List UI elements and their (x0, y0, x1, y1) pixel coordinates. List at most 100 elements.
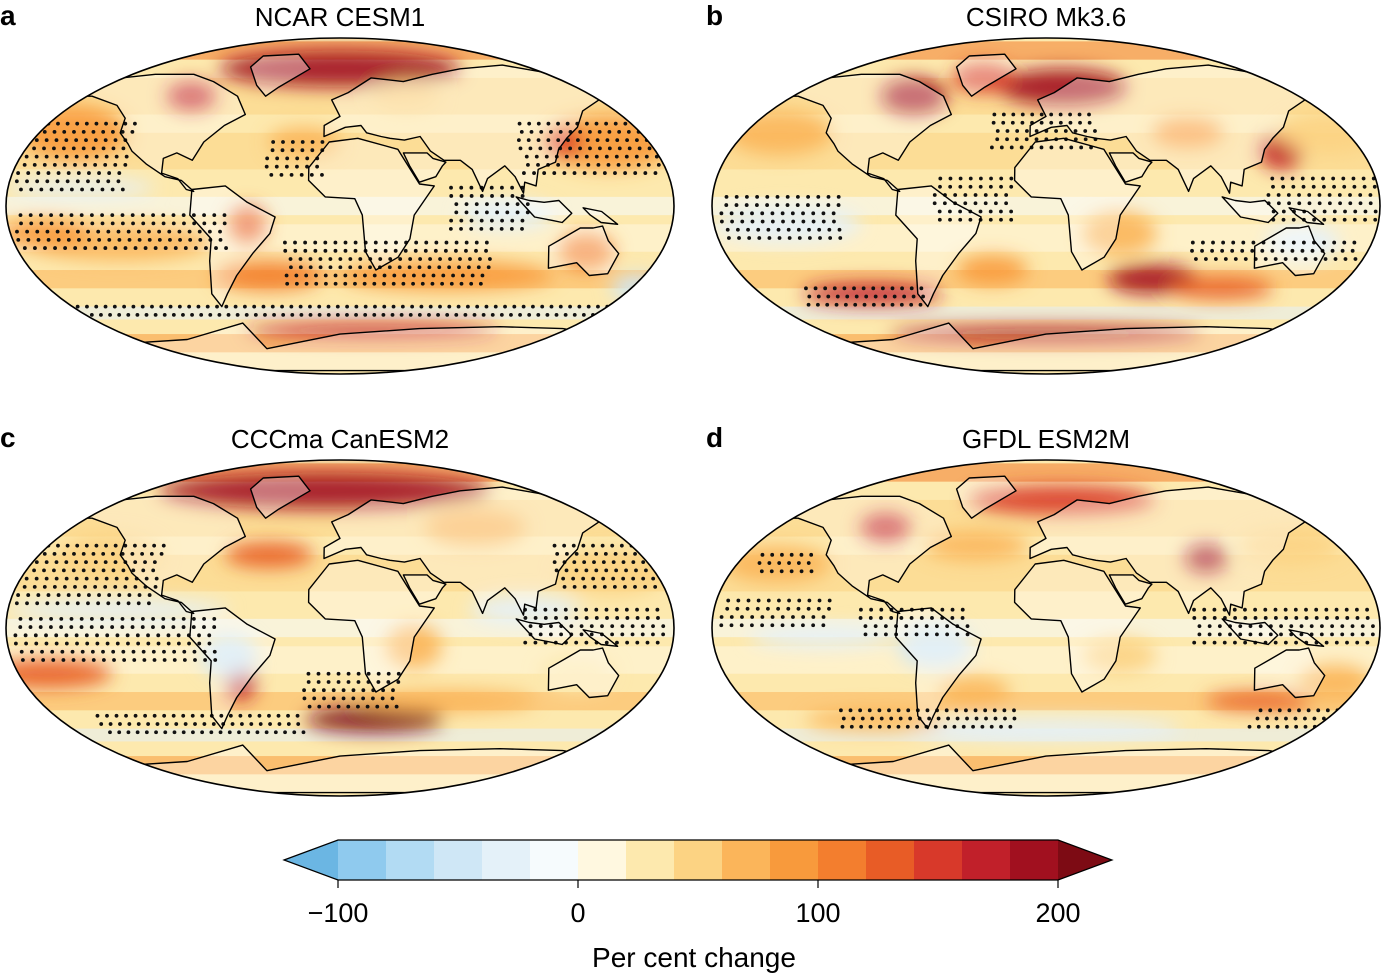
stipple-dot (135, 730, 140, 735)
colorbar-tick-label: −100 (307, 898, 369, 928)
stipple-dot (16, 237, 21, 242)
stipple-dot (22, 246, 27, 250)
stipple-dot (989, 724, 994, 729)
stipple-dot (107, 237, 112, 242)
stipple-dot (821, 615, 826, 619)
stipple-dot (1073, 129, 1078, 133)
stipple-dot (554, 568, 559, 573)
stipple-dot (1039, 120, 1044, 125)
stipple-dot (322, 696, 326, 701)
stipple-dot (1034, 129, 1039, 133)
stipple-dot (807, 236, 812, 240)
stipple-dot (1248, 632, 1253, 637)
stipple-dot (1354, 607, 1359, 612)
stipple-dot (594, 121, 599, 126)
stipple-dot (348, 257, 353, 261)
stipple-dot (1363, 209, 1368, 214)
stipple-dot (183, 722, 188, 726)
stipple-dot (1350, 632, 1355, 637)
stipple-dot (1352, 217, 1357, 222)
stipple-dot (33, 130, 37, 134)
stipple-dot (292, 730, 297, 735)
stipple-dot (85, 641, 90, 646)
stipple-dot (1340, 716, 1345, 721)
stipple-dot (113, 121, 118, 126)
stipple-dot (371, 696, 375, 701)
stipple-dot (1322, 217, 1327, 222)
stipple-dot (215, 304, 219, 309)
stipple-dot (729, 211, 734, 216)
stipple-dot (117, 312, 122, 317)
stipple-dot (316, 680, 321, 684)
stipple-dot (97, 593, 101, 597)
stipple-dot (770, 219, 775, 224)
stipple-dot (757, 561, 762, 565)
stipple-dot (1334, 640, 1339, 645)
stipple-dot (53, 312, 58, 317)
stipple-dot (615, 616, 620, 620)
stipple-dot (1223, 257, 1228, 261)
stipple-dot (1333, 257, 1338, 261)
stipple-dot (190, 312, 194, 317)
stipple-dot (1260, 248, 1265, 253)
stipple-dot (1197, 624, 1202, 629)
stipple-dot (459, 185, 464, 190)
stipple-dot (827, 598, 832, 603)
stipple-dot (842, 286, 847, 291)
stipple-dot (510, 194, 515, 198)
stipple-dot (1355, 616, 1360, 620)
stipple-dot (905, 724, 910, 729)
stipple-dot (1073, 137, 1078, 142)
stipple-dot (954, 708, 959, 713)
stipple-dot (505, 210, 510, 215)
stipple-dot (546, 121, 551, 126)
stipple-dot (883, 294, 888, 299)
stipple-dot (1303, 716, 1307, 721)
stipple-dot (853, 302, 858, 307)
stipple-dot (585, 138, 590, 143)
stipple-dot (113, 560, 118, 565)
stipple-dot (424, 240, 429, 245)
stipple-dot (479, 218, 484, 223)
stipple-dot (386, 680, 391, 684)
stipple-dot (538, 632, 543, 637)
stipple-dot (545, 312, 550, 317)
stipple-dot (817, 598, 822, 603)
stipple-dot (70, 649, 75, 654)
stipple-dot (96, 229, 101, 234)
change-blob (386, 624, 442, 669)
stipple-dot (326, 312, 331, 317)
stipple-dot (336, 680, 341, 684)
stipple-dot (955, 716, 960, 721)
stipple-dot (228, 713, 233, 718)
coastline-south-america (895, 607, 982, 730)
stipple-dot (83, 162, 87, 167)
stipple-dot (36, 121, 41, 126)
stipple-dot (614, 607, 619, 612)
stipple-dot (481, 312, 486, 317)
stipple-dot (651, 560, 655, 565)
stipple-dot (490, 194, 494, 198)
stipple-dot (952, 724, 957, 729)
stipple-dot (73, 162, 77, 167)
stipple-dot (795, 194, 800, 199)
change-blob (460, 200, 554, 230)
stipple-dot (97, 237, 102, 242)
stipple-dot (123, 584, 128, 589)
stipple-dot (881, 302, 886, 307)
stipple-dot (1343, 257, 1348, 261)
stipple-dot (584, 607, 589, 612)
stipple-dot (564, 154, 569, 159)
stipple-dot (1327, 201, 1332, 206)
stipple-dot (937, 217, 942, 222)
latitude-band (712, 196, 1380, 216)
stipple-dot (157, 229, 162, 234)
stipple-dot (44, 138, 49, 143)
stipple-dot (460, 273, 465, 278)
stipple-dot (1372, 184, 1377, 189)
stipple-dot (226, 312, 231, 317)
stipple-dot (474, 240, 479, 245)
stipple-dot (1294, 724, 1299, 729)
stipple-dot (474, 202, 479, 207)
stipple-dot (372, 281, 377, 286)
